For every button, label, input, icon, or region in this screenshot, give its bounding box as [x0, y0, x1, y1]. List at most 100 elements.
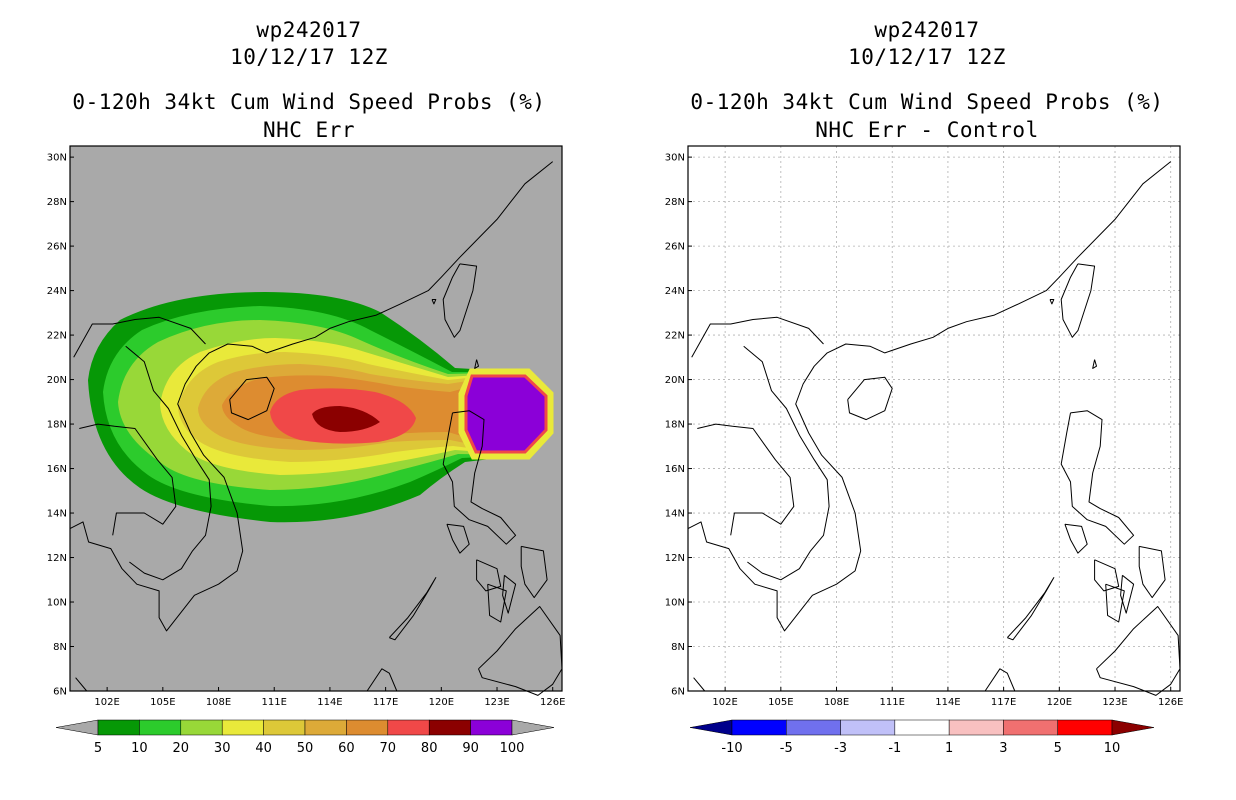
lat-label: 20N	[665, 375, 685, 386]
colorbar-swatch	[346, 719, 389, 736]
coastline-segment	[431, 299, 437, 305]
colorbar-swatch	[428, 719, 471, 736]
colorbar-swatch	[948, 719, 1004, 736]
colorbar-label: 3	[999, 741, 1007, 756]
lat-label: 30N	[47, 153, 67, 164]
lon-label: 114E	[935, 697, 960, 708]
colorbar-label: 20	[173, 741, 190, 756]
coastline-segment	[691, 316, 824, 358]
coastline-segment	[73, 316, 206, 358]
lon-label: 126E	[1158, 697, 1183, 708]
colorbar-label: 5	[94, 741, 102, 756]
colorbar-swatch	[387, 719, 430, 736]
coastline-segment	[1105, 583, 1125, 623]
lon-label: 123E	[1102, 697, 1127, 708]
colorbar-swatch	[840, 719, 896, 736]
lat-label: 22N	[665, 331, 685, 342]
right-storm-id: wp242017	[874, 18, 980, 42]
coastline-segment	[442, 263, 478, 338]
colorbar-label: 5	[1054, 741, 1062, 756]
right-subtitle: NHC Err - Control	[815, 118, 1039, 142]
colorbar-label: -1	[888, 741, 901, 756]
colorbar-under-triangle	[55, 719, 99, 736]
colorbar-label: 80	[421, 741, 438, 756]
coastline-segment	[1138, 545, 1166, 599]
contour-80	[312, 406, 380, 432]
right-axis-labels: 30N 28N 26N 24N 22N 20N 18N 16N 14N 12N 10N 8N 6N 102…	[665, 153, 1184, 708]
coastline	[69, 161, 563, 696]
lon-label: 102E	[94, 697, 119, 708]
lon-label: 102E	[712, 697, 737, 708]
colorbar-swatch	[263, 719, 306, 736]
lat-label: 12N	[47, 553, 67, 564]
right-panel: wp242017 10/12/17 12Z 0-120h 34kt Cum Wi…	[618, 0, 1236, 800]
colorbar-swatch	[1003, 719, 1058, 736]
lon-label: 114E	[317, 697, 342, 708]
colorbar-label: -5	[780, 741, 793, 756]
lat-label: 18N	[47, 420, 67, 431]
colorbar-label: 10	[1104, 741, 1121, 756]
coastline-segment	[69, 161, 554, 632]
lon-label: 105E	[150, 697, 175, 708]
right-map: 30N 28N 26N 24N 22N 20N 18N 16N 14N 12N 10N 8N 6N 102…	[665, 145, 1184, 756]
coastline-segment	[697, 423, 795, 536]
coastline-segment	[474, 359, 479, 369]
colorbar-swatch	[1057, 719, 1113, 736]
coastline-segment	[487, 583, 507, 623]
lat-label: 26N	[665, 242, 685, 253]
colorbar-over-triangle	[511, 719, 555, 736]
colorbar-label: 90	[462, 741, 479, 756]
colorbar-label: 10	[131, 741, 148, 756]
lon-label: 120E	[429, 697, 454, 708]
lat-label: 12N	[665, 553, 685, 564]
coastline-segment	[446, 523, 470, 554]
coastline-segment	[366, 668, 398, 692]
coastline-segment	[687, 161, 1172, 632]
coastline	[687, 161, 1181, 696]
left-map-frame	[69, 145, 563, 692]
lat-label: 6N	[671, 687, 685, 698]
lon-label: 117E	[991, 697, 1016, 708]
left-colorbar: 5 10 20 30 40 50 60 70 80 90 100	[55, 719, 555, 756]
lat-label: 14N	[665, 509, 685, 520]
coastline-segment	[520, 545, 548, 599]
colorbar-over-triangle	[1111, 719, 1155, 736]
colorbar-swatch	[731, 719, 787, 736]
colorbar-label: 50	[297, 741, 314, 756]
left-panel: wp242017 10/12/17 12Z 0-120h 34kt Cum Wi…	[47, 18, 566, 756]
coastline-segment	[79, 423, 177, 536]
lat-label: 8N	[53, 642, 67, 653]
coastline-segment	[1092, 359, 1097, 369]
lat-label: 6N	[53, 687, 67, 698]
colorbar-under-triangle	[689, 719, 733, 736]
lon-label: 123E	[484, 697, 509, 708]
colorbar-label: -10	[721, 741, 742, 756]
colorbar-label: -3	[834, 741, 847, 756]
left-map: 30N28N26N24N22N20N18N16N14N12N10N8N6N102…	[47, 145, 566, 756]
left-subtitle: NHC Err	[262, 118, 355, 142]
coastline-segment	[476, 559, 502, 592]
colorbar-label: 30	[214, 741, 231, 756]
colorbar-label: 70	[380, 741, 397, 756]
lon-label: 108E	[206, 697, 231, 708]
contour-100-edge	[458, 368, 554, 460]
left-storm-id: wp242017	[256, 18, 362, 42]
lat-label: 22N	[47, 331, 67, 342]
lat-label: 28N	[665, 197, 685, 208]
coastline-segment	[1049, 299, 1055, 305]
left-axis-labels: 30N 28N 26N 24N 22N 20N 18N 16N 14N 12N 10N 8N 6N 102…	[47, 153, 566, 708]
coastline-segment	[388, 577, 437, 641]
lat-label: 18N	[665, 420, 685, 431]
colorbar-swatch	[180, 719, 223, 736]
lon-label: 105E	[768, 697, 793, 708]
coastline-segment	[502, 574, 517, 614]
coastline-segment	[1006, 577, 1055, 641]
lat-label: 26N	[47, 242, 67, 253]
coastline-segment	[125, 345, 212, 581]
colorbar-label: 60	[338, 741, 355, 756]
lon-label: 108E	[824, 697, 849, 708]
lat-label: 24N	[47, 286, 67, 297]
coastline-segment	[1060, 263, 1096, 338]
coastline-segment	[743, 345, 830, 581]
lat-label: 8N	[671, 642, 685, 653]
